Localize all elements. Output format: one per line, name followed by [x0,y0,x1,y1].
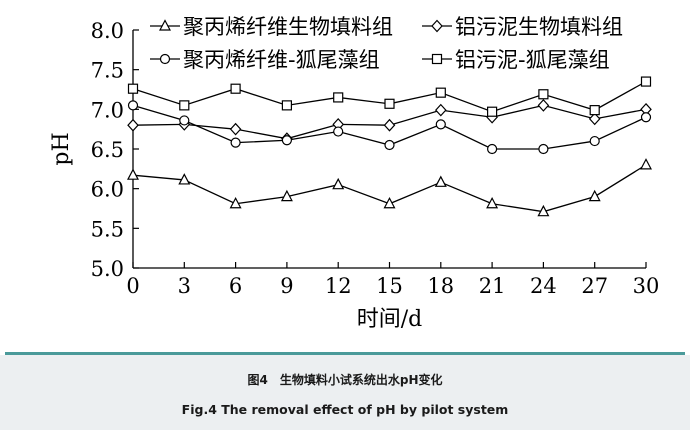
data-point-square [129,84,138,93]
data-point-diamond [436,105,446,116]
x-tick-label: 3 [178,274,191,298]
data-point-square [436,88,445,97]
x-tick-label: 12 [325,274,352,298]
data-point-circle [282,136,291,145]
x-tick-label: 27 [581,274,608,298]
line-chart: 5.0 5.5 6.0 6.5 7.0 7.5 8.0 0 3 6 9 12 15 18 21 24 27 30 时… [0,0,690,352]
data-point-triangle [436,177,446,187]
data-point-circle [231,138,240,147]
y-tick-label: 7.0 [91,98,124,122]
y-tick-label: 6.0 [91,178,124,202]
data-point-circle [488,145,497,154]
y-axis-label: pH [49,132,74,165]
data-point-square [231,84,240,93]
data-point-circle [129,101,138,110]
y-tick-label: 6.5 [91,138,124,162]
data-point-diamond [231,124,241,135]
data-point-circle [590,137,599,146]
data-point-square [642,77,651,86]
data-point-square [282,101,291,110]
legend-marker-diamond [432,21,442,32]
legend-label-circle: 聚丙烯纤维-狐尾藻组 [183,48,380,72]
caption-area: 图4 生物填料小试系统出水pH变化 Fig.4 The removal effe… [0,355,690,430]
legend-label-triangle: 聚丙烯纤维生物填料组 [183,15,393,39]
data-point-circle [436,120,445,129]
data-point-square [590,106,599,115]
data-point-circle [539,145,548,154]
y-tick-label: 5.0 [91,257,124,281]
legend-label-diamond: 铝污泥生物填料组 [455,15,623,39]
data-point-diamond [538,100,548,111]
data-point-circle [385,141,394,150]
figure-caption-cn: 图4 生物填料小试系统出水pH变化 [0,371,690,388]
data-point-circle [180,116,189,125]
y-tick-label: 5.5 [91,217,124,241]
data-point-triangle [590,191,600,201]
data-point-square [180,101,189,110]
data-point-triangle [128,170,138,180]
x-tick-label: 24 [530,274,557,298]
figure-caption-en: Fig.4 The removal effect of pH by pilot … [0,402,690,417]
data-point-triangle [641,159,651,169]
data-point-square [488,107,497,116]
x-tick-label: 21 [479,274,506,298]
y-tick-label: 8.0 [91,19,124,43]
data-point-circle [642,113,651,122]
data-point-square [385,99,394,108]
data-point-triangle [333,179,343,189]
legend-marker-square [433,55,442,64]
x-tick-label: 15 [376,274,403,298]
data-point-diamond [385,120,395,131]
x-tick-label: 0 [126,274,139,298]
x-axis-label: 时间/d [357,307,423,332]
x-tick-label: 30 [633,274,660,298]
data-point-circle [334,127,343,136]
chart-area: 5.0 5.5 6.0 6.5 7.0 7.5 8.0 0 3 6 9 12 15 18 21 24 27 30 时… [0,0,690,352]
x-tick-label: 6 [229,274,242,298]
legend-marker-circle [161,55,170,64]
data-point-square [539,90,548,99]
x-tick-label: 18 [427,274,454,298]
data-point-diamond [128,120,138,131]
legend-label-square: 铝污泥-狐尾藻组 [455,48,610,72]
legend-marker-triangle [160,21,170,31]
y-tick-label: 7.5 [91,59,124,83]
data-point-square [334,93,343,102]
x-tick-label: 9 [280,274,293,298]
data-point-triangle [487,198,497,208]
